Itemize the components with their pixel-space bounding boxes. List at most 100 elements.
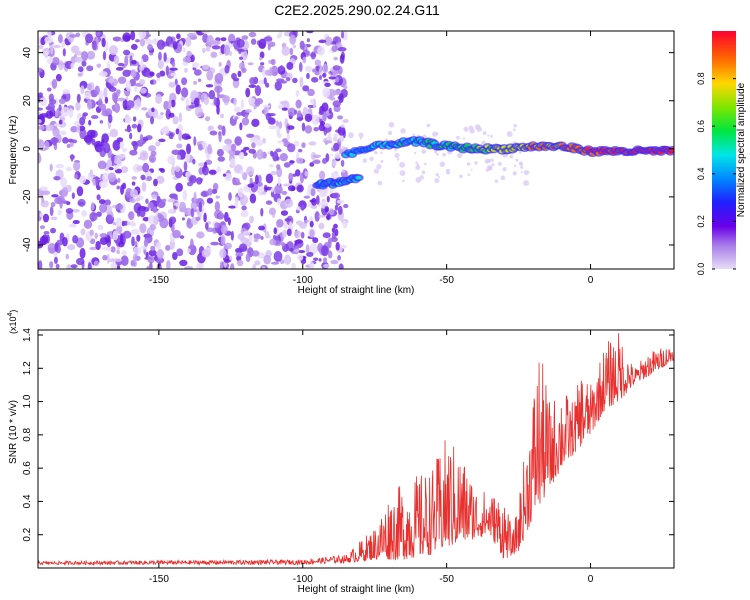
noise-speck — [283, 183, 290, 187]
halo-speck — [462, 137, 466, 140]
noise-speck — [207, 143, 212, 155]
noise-speck — [236, 38, 245, 48]
noise-speck — [232, 77, 240, 82]
noise-speck — [219, 113, 225, 119]
snr-y-tick-label: 1.0 — [22, 394, 33, 408]
halo-speck — [388, 121, 395, 128]
halo-speck — [502, 167, 507, 172]
noise-speck — [176, 248, 184, 257]
noise-speck — [247, 62, 254, 66]
noise-speck — [239, 122, 243, 131]
noise-speck — [343, 85, 348, 90]
noise-speck — [296, 117, 304, 121]
halo-speck — [512, 128, 516, 132]
noise-speck — [178, 201, 187, 213]
noise-speck — [58, 98, 66, 105]
colorbar-tick-label: 0.0 — [696, 263, 706, 276]
noise-speck — [171, 61, 176, 68]
noise-speck — [265, 200, 273, 205]
halo-speck — [373, 150, 377, 154]
noise-speck — [146, 265, 152, 269]
noise-speck — [68, 224, 76, 228]
noise-speck — [236, 112, 244, 116]
halo-speck — [435, 172, 439, 177]
noise-speck — [76, 186, 84, 197]
noise-speck — [151, 107, 155, 113]
colorbar-label: Normalized spectral amplitude — [736, 82, 747, 217]
noise-speck — [40, 37, 46, 46]
noise-speck — [60, 177, 68, 188]
noise-speck — [240, 98, 244, 110]
noise-speck — [262, 67, 266, 77]
noise-speck — [221, 125, 226, 137]
noise-speck — [153, 215, 159, 226]
noise-speck — [95, 175, 99, 187]
noise-speck — [192, 158, 196, 165]
colorbar-ticks: 0.0 0.2 0.4 0.6 0.8 — [696, 72, 736, 275]
noise-speck — [263, 77, 267, 85]
noise-speck — [304, 171, 309, 177]
noise-speck — [311, 204, 318, 210]
noise-speck — [224, 242, 232, 250]
noise-speck — [135, 39, 140, 43]
noise-speck — [218, 212, 224, 220]
noise-speck — [322, 257, 328, 264]
noise-speck — [76, 93, 81, 103]
noise-speck — [171, 149, 181, 155]
noise-speck — [99, 120, 104, 124]
noise-speck — [301, 122, 306, 132]
noise-speck — [275, 148, 282, 153]
spectrogram-y-tick-label: -40 — [22, 237, 33, 252]
noise-speck — [276, 164, 281, 170]
noise-speck — [224, 64, 230, 74]
noise-speck — [129, 188, 139, 198]
halo-speck — [332, 136, 338, 142]
noise-speck — [186, 217, 191, 226]
noise-speck — [287, 143, 296, 153]
noise-speck — [245, 87, 251, 98]
noise-speck — [96, 31, 101, 37]
noise-speck — [313, 127, 319, 132]
noise-speck — [116, 137, 124, 143]
noise-speck — [140, 58, 144, 68]
noise-speck — [39, 225, 46, 230]
noise-speck — [295, 206, 301, 211]
noise-speck — [296, 184, 304, 193]
noise-speck — [185, 36, 192, 48]
noise-speck — [327, 238, 332, 249]
noise-speck — [251, 250, 260, 257]
noise-speck — [175, 182, 183, 192]
noise-speck — [272, 151, 279, 162]
noise-speck — [147, 44, 153, 51]
noise-speck — [233, 106, 242, 113]
halo-speck — [421, 170, 426, 175]
noise-speck — [254, 174, 259, 185]
noise-speck — [322, 158, 328, 165]
noise-speck — [77, 198, 86, 207]
noise-speck — [220, 224, 228, 235]
halo-speck — [523, 169, 529, 176]
noise-speck — [254, 260, 261, 266]
noise-speck — [57, 209, 62, 215]
noise-speck — [229, 158, 236, 167]
noise-speck — [198, 201, 203, 212]
noise-speck — [101, 103, 107, 113]
noise-speck — [50, 202, 56, 208]
noise-speck — [289, 34, 297, 45]
noise-speck — [306, 72, 310, 80]
noise-speck — [320, 120, 326, 126]
halo-speck — [467, 173, 470, 176]
noise-speck — [107, 114, 113, 124]
noise-speck — [309, 220, 314, 228]
snr-y-ticks: 0.2 0.4 0.6 0.8 1.0 1.2 1.4 — [22, 328, 674, 542]
noise-speck — [289, 247, 294, 252]
noise-speck — [50, 137, 59, 144]
noise-speck — [180, 96, 185, 102]
noise-speck — [119, 233, 124, 245]
noise-speck — [228, 205, 237, 209]
noise-speck — [342, 31, 348, 41]
noise-speck — [89, 211, 98, 222]
halo-speck — [523, 180, 530, 187]
noise-speck — [284, 254, 292, 265]
noise-speck — [245, 253, 251, 263]
